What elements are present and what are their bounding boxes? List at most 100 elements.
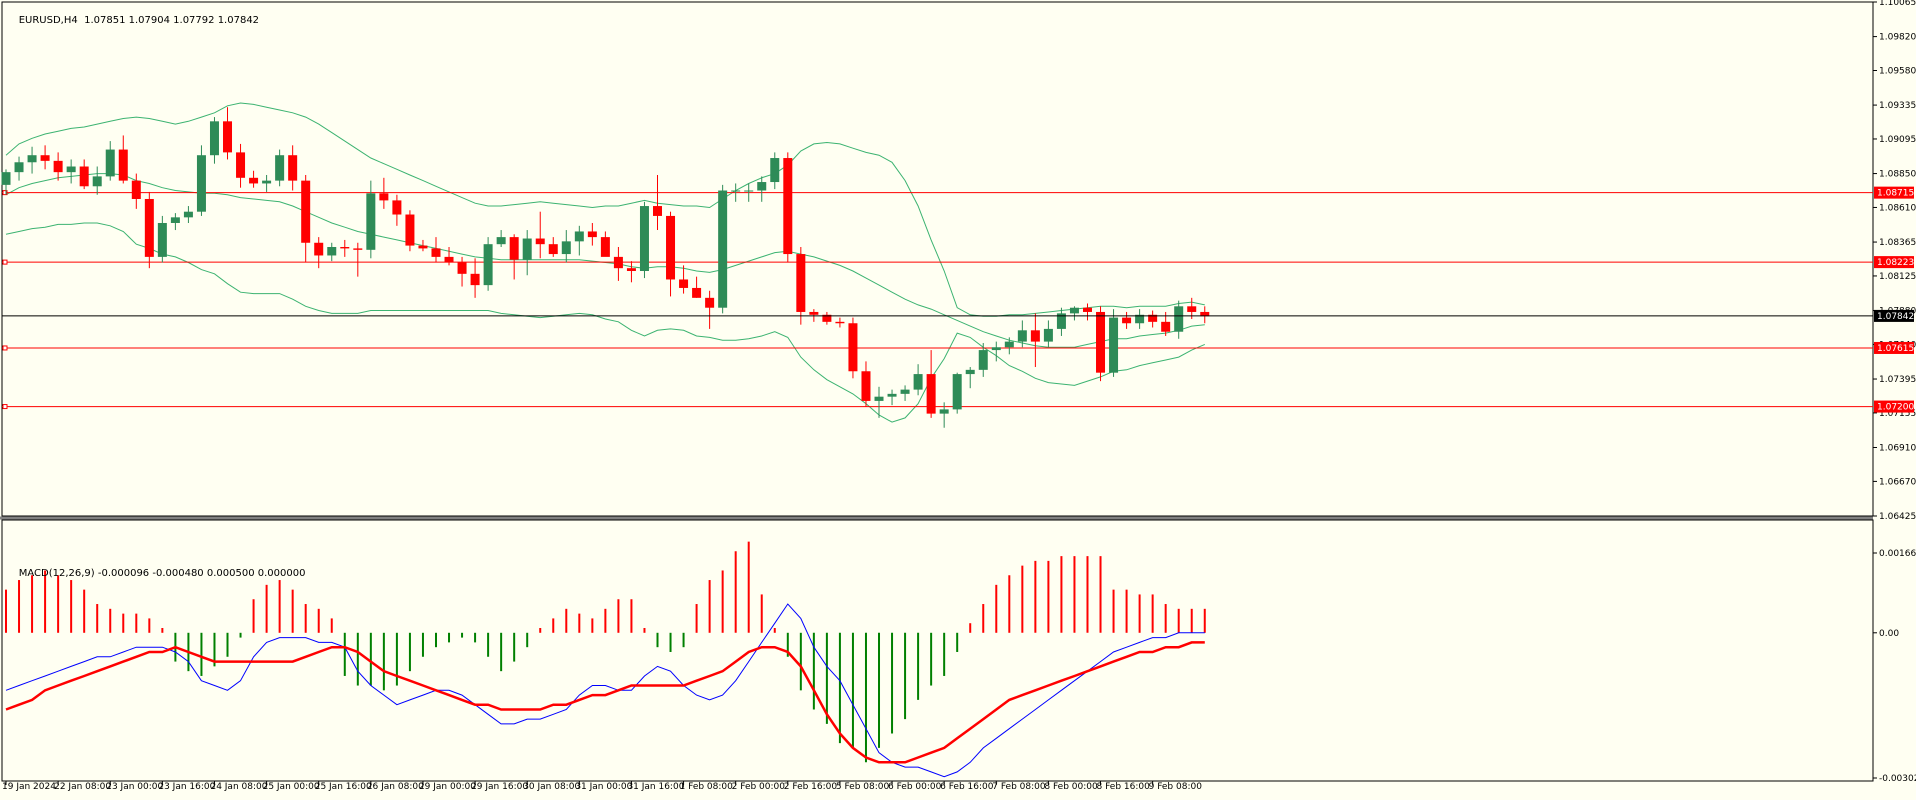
- time-axis-label: 25 Jan 16:00: [315, 782, 372, 792]
- candle-body: [1122, 317, 1132, 324]
- bollinger-lower-band: [5, 222, 1205, 423]
- candle-body: [757, 182, 767, 191]
- candle-body: [483, 244, 493, 286]
- candle-body: [965, 369, 975, 375]
- candle-body: [1174, 306, 1184, 332]
- price-axis-label: 1.06425: [1879, 512, 1916, 522]
- candle-body: [470, 273, 480, 286]
- level-price-label: 1.07200: [1877, 403, 1914, 413]
- candle-body: [548, 244, 558, 255]
- candle-body: [457, 262, 467, 274]
- time-axis-label: 8 Feb 16:00: [1097, 782, 1151, 792]
- candle-body: [718, 190, 728, 308]
- time-axis-label: 6 Feb 00:00: [888, 782, 942, 792]
- candle-body: [952, 374, 962, 410]
- macd-main-line: [5, 603, 1205, 778]
- candle-body: [561, 241, 571, 255]
- candle-body: [79, 166, 89, 187]
- candle-body: [600, 237, 610, 257]
- time-axis-label: 23 Jan 16:00: [158, 782, 215, 792]
- candle-body: [196, 155, 206, 212]
- price-axis-label: 1.08125: [1879, 272, 1916, 282]
- time-axis-label: 7 Feb 08:00: [992, 782, 1046, 792]
- time-axis-label: 24 Jan 08:00: [210, 782, 267, 792]
- time-axis-label: 26 Jan 08:00: [367, 782, 424, 792]
- time-axis-label: 30 Jan 08:00: [523, 782, 580, 792]
- candle-body: [262, 180, 272, 184]
- candle-body: [1096, 311, 1106, 373]
- candle-body: [522, 238, 532, 260]
- price-axis-label: 1.06910: [1879, 444, 1916, 454]
- time-axis-label: 31 Jan 00:00: [575, 782, 632, 792]
- candle-body: [1043, 328, 1053, 342]
- candle-body: [744, 190, 754, 192]
- candle-body: [692, 287, 702, 298]
- level-anchor-marker: [2, 259, 8, 265]
- candle-body: [66, 166, 76, 173]
- macd-label: MACD(12,26,9) -0.000096 -0.000480 0.0005…: [18, 568, 306, 579]
- candle-body: [822, 314, 832, 322]
- candle-body: [275, 155, 285, 181]
- candle-body: [131, 180, 141, 199]
- candle-body: [796, 254, 806, 312]
- candle-body: [236, 152, 246, 178]
- candle-body: [418, 245, 428, 249]
- macd-header: MACD(12,26,9) -0.000096 -0.000480 0.0005…: [6, 557, 306, 590]
- price-pane-frame: [1, 1, 1874, 517]
- symbol-ohlc-header: EURUSD,H4 1.07851 1.07904 1.07792 1.0784…: [6, 4, 259, 37]
- candle-body: [809, 311, 819, 315]
- candle-body: [327, 246, 337, 256]
- candle-body: [340, 246, 350, 249]
- candle-body: [679, 279, 689, 288]
- macd-pane-frame: [1, 519, 1874, 782]
- candle-body: [1017, 330, 1027, 342]
- candle-body: [1, 172, 11, 185]
- candle-body: [639, 206, 649, 272]
- candle-body: [170, 217, 180, 223]
- candle-body: [183, 211, 193, 218]
- candle-body: [705, 297, 715, 308]
- candle-body: [1004, 341, 1014, 348]
- candle-body: [887, 393, 897, 397]
- macd-axis-label: -0.003028: [1879, 774, 1916, 784]
- time-axis-label: 29 Jan 00:00: [419, 782, 476, 792]
- candle-body: [1187, 306, 1197, 312]
- candle-body: [144, 198, 154, 257]
- ohlc-values: 1.07851 1.07904 1.07792 1.07842: [84, 15, 260, 26]
- candle-body: [613, 256, 623, 269]
- candle-body: [105, 149, 115, 177]
- time-axis-label: 8 Feb 00:00: [1044, 782, 1098, 792]
- candle-body: [1200, 311, 1210, 317]
- candle-body: [1161, 321, 1171, 332]
- price-axis-label: 1.09335: [1879, 101, 1916, 111]
- time-axis-label: 19 Jan 2024: [2, 782, 56, 792]
- candle-body: [40, 155, 50, 161]
- price-axis-label: 1.09820: [1879, 33, 1916, 43]
- candle-body: [926, 374, 936, 414]
- macd-axis-label: 0.001664: [1879, 549, 1916, 559]
- time-axis-label: 2 Feb 16:00: [784, 782, 838, 792]
- candle-body: [496, 237, 506, 245]
- candle-body: [770, 158, 780, 183]
- level-price-label: 1.08223: [1877, 258, 1914, 268]
- time-axis-label: 9 Feb 08:00: [1149, 782, 1203, 792]
- time-axis-label: 25 Jan 00:00: [263, 782, 320, 792]
- level-anchor-marker: [2, 190, 8, 196]
- candle-body: [1069, 307, 1079, 314]
- candle-body: [249, 177, 259, 184]
- candle-body: [301, 180, 311, 243]
- candle-body: [731, 190, 741, 192]
- candle-body: [874, 396, 884, 401]
- candle-body: [861, 371, 871, 401]
- candle-body: [535, 238, 545, 245]
- candle-body: [666, 215, 676, 280]
- level-anchor-marker: [2, 404, 8, 410]
- candle-body: [14, 162, 24, 173]
- candle-body: [27, 155, 37, 163]
- candle-body: [574, 231, 584, 242]
- candle-body: [991, 347, 1001, 351]
- candle-body: [978, 350, 988, 370]
- candle-body: [431, 248, 441, 257]
